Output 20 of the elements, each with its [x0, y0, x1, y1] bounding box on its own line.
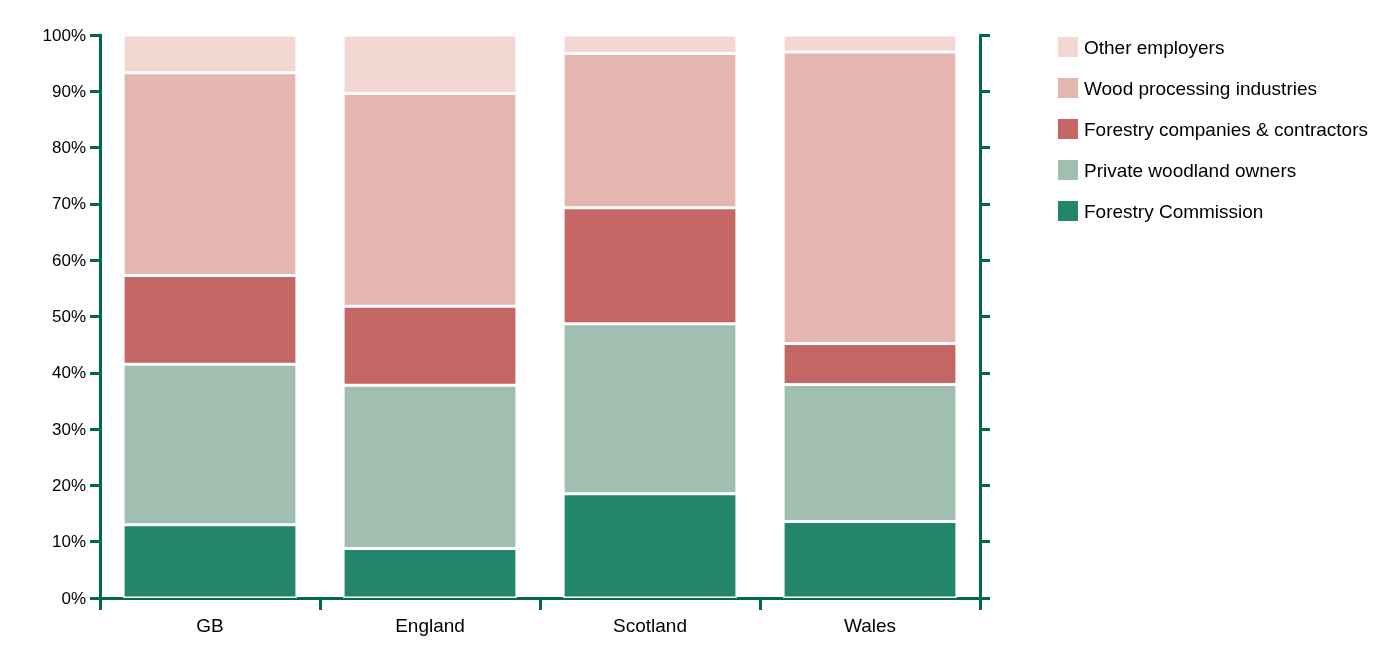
legend-label: Other employers — [1083, 36, 1225, 58]
y-tick-label: 20% — [51, 475, 86, 495]
x-tick-label: England — [395, 615, 465, 636]
legend-label: Forestry companies & contractors — [1083, 118, 1368, 140]
x-tick-label: Wales — [843, 615, 897, 636]
x-tick-label: Scotland — [613, 615, 687, 636]
y-tick-label: 30% — [51, 419, 86, 439]
legend-label: Wood processing industries — [1083, 77, 1317, 99]
y-tick-label: 50% — [51, 307, 86, 326]
legend-label: Private woodland owners — [1083, 159, 1297, 181]
y-tick-label: 60% — [51, 250, 86, 270]
y-tick-label: 40% — [51, 363, 86, 383]
y-tick-label: 80% — [51, 138, 86, 158]
legend-label: Forestry Commission — [1083, 200, 1264, 222]
y-tick-label: 100% — [42, 25, 86, 45]
x-tick-label: GB — [196, 615, 224, 636]
y-tick-label: 10% — [51, 532, 86, 552]
y-tick-label: 0% — [61, 588, 86, 608]
y-tick-label: 70% — [51, 194, 86, 214]
y-tick-label: 90% — [51, 81, 86, 101]
